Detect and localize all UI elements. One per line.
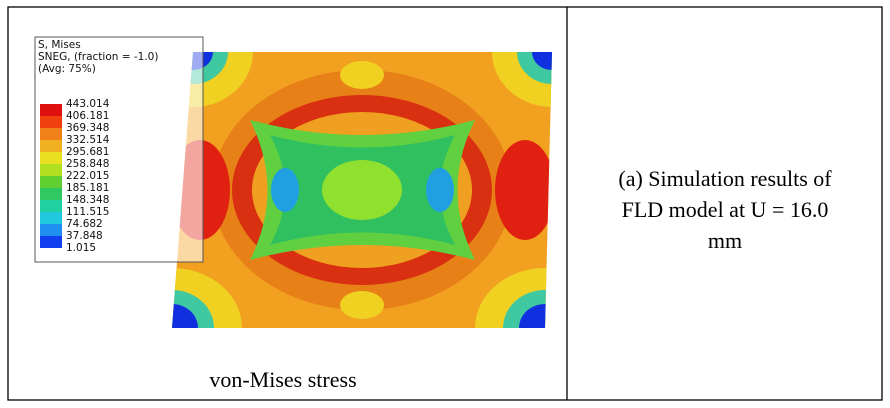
legend-title: (Avg: 75%) [38, 63, 96, 75]
legend-swatch [40, 164, 62, 176]
legend-level: 258.848 [66, 158, 109, 170]
legend-swatch [40, 104, 62, 116]
description-line: FLD model at U = 16.0 [622, 197, 829, 222]
description: (a) Simulation results of FLD model at U … [618, 166, 832, 253]
caption: von-Mises stress [209, 367, 356, 392]
legend-box [34, 36, 204, 263]
table-border [7, 6, 883, 401]
legend-swatch [40, 116, 62, 128]
legend-swatch [40, 128, 62, 140]
legend-swatch [40, 188, 62, 200]
description-line: mm [708, 228, 742, 253]
legend-level: 332.514 [66, 134, 110, 146]
legend-level: 295.681 [66, 146, 109, 158]
legend-title: SNEG, (fraction = -1.0) [38, 51, 158, 63]
legend-swatch [40, 212, 62, 224]
legend-swatch [40, 224, 62, 236]
legend-level: 369.348 [66, 122, 109, 134]
legend-swatch [40, 176, 62, 188]
legend-level: 406.181 [66, 110, 109, 122]
legend-level: 1.015 [66, 242, 96, 254]
legend-swatch [40, 200, 62, 212]
legend-swatch [40, 236, 62, 248]
simulation-image [172, 52, 552, 328]
legend-level: 443.014 [66, 98, 110, 110]
legend-swatch [40, 152, 62, 164]
legend-level: 222.015 [66, 170, 109, 182]
legend-level: 37.848 [66, 230, 103, 242]
description-line: (a) Simulation results of [618, 166, 832, 191]
legend-level: 148.348 [66, 194, 109, 206]
legend-level: 111.515 [66, 206, 109, 218]
legend-level: 185.181 [66, 182, 109, 194]
legend-swatch [40, 140, 62, 152]
legend-title: S, Mises [38, 39, 81, 51]
legend-level: 74.682 [66, 218, 103, 230]
